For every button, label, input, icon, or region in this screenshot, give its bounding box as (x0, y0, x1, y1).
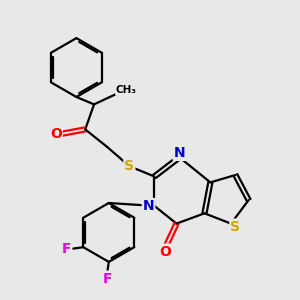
Text: N: N (174, 146, 185, 160)
Text: S: S (124, 159, 134, 173)
Text: N: N (143, 199, 154, 213)
Text: CH₃: CH₃ (116, 85, 137, 94)
Text: O: O (50, 127, 62, 141)
Text: F: F (103, 272, 112, 286)
Text: S: S (230, 220, 240, 234)
Text: F: F (62, 242, 71, 256)
Text: O: O (159, 244, 171, 259)
